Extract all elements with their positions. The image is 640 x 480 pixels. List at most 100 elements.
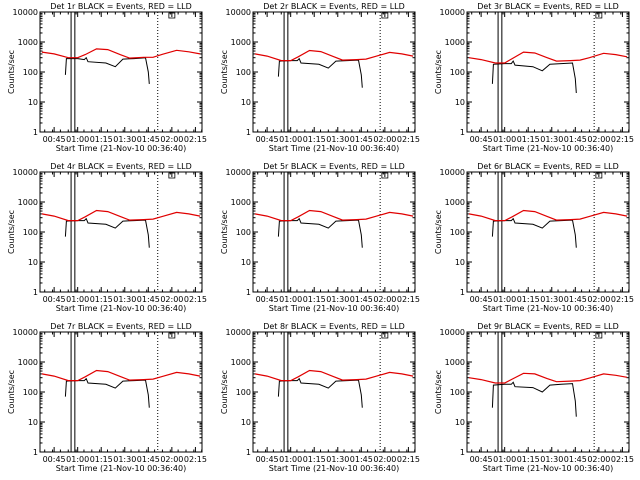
y-tick-label: 100 [236, 68, 251, 77]
x-tick-label: 01:15 [90, 295, 113, 304]
panel-det-8r: Det 8r BLACK = Events, RED = LLD Counts/s… [220, 322, 420, 473]
y-tick-label: 1 [33, 288, 38, 297]
x-tick-label: 02:00 [160, 135, 183, 144]
y-tick-label: 100 [450, 68, 465, 77]
y-tick-label: 1 [460, 288, 465, 297]
plot-frame [252, 171, 416, 293]
x-tick-label: 00:45 [256, 295, 279, 304]
y-tick-label: 100 [23, 388, 38, 397]
legend-box [168, 12, 176, 19]
x-tick-label: 01:30 [540, 295, 563, 304]
y-tick-label: 10000 [226, 168, 251, 177]
legend-box [168, 172, 176, 179]
x-tick-label: 01:45 [350, 455, 373, 464]
y-tick-label: 10 [455, 258, 465, 267]
x-axis-label: Start Time (21-Nov-10 00:36:40) [483, 304, 613, 313]
x-tick-label: 02:00 [373, 135, 396, 144]
x-tick-label: 02:15 [397, 455, 420, 464]
y-tick-label: 10 [455, 418, 465, 427]
y-tick-label: 1000 [231, 358, 251, 367]
x-tick-label: 01:15 [303, 455, 326, 464]
series-events [277, 377, 363, 408]
x-tick-label: 02:00 [160, 455, 183, 464]
x-tick-label: 01:00 [66, 135, 89, 144]
plot-frame [252, 331, 416, 453]
x-tick-label: 01:30 [326, 135, 349, 144]
y-tick-label: 1000 [18, 38, 38, 47]
plot-frame [39, 331, 203, 453]
x-tick-label: 01:00 [66, 295, 89, 304]
series-events [64, 377, 150, 408]
x-axis-label: Start Time (21-Nov-10 00:36:40) [269, 144, 399, 153]
panel-title: Det 1r BLACK = Events, RED = LLD [50, 2, 192, 11]
x-tick-label: 02:00 [373, 295, 396, 304]
x-tick-label: 01:30 [540, 455, 563, 464]
y-tick-label: 1 [246, 128, 251, 137]
x-tick-label: 01:30 [326, 295, 349, 304]
y-tick-label: 100 [236, 388, 251, 397]
x-tick-label: 02:15 [397, 295, 420, 304]
x-axis-label: Start Time (21-Nov-10 00:36:40) [56, 464, 186, 473]
x-tick-label: 00:45 [43, 455, 66, 464]
panel-det-5r: Det 5r BLACK = Events, RED = LLD Counts/s… [220, 162, 420, 313]
panel-title: Det 7r BLACK = Events, RED = LLD [50, 322, 192, 331]
x-tick-label: 00:45 [470, 455, 493, 464]
y-tick-label: 100 [450, 388, 465, 397]
legend-box [168, 332, 176, 339]
x-tick-label: 01:15 [90, 135, 113, 144]
y-tick-label: 10000 [226, 8, 251, 17]
panel-det-4r: Det 4r BLACK = Events, RED = LLD Counts/s… [7, 162, 207, 313]
y-tick-label: 100 [23, 68, 38, 77]
y-tick-label: 10000 [13, 8, 38, 17]
x-axis-label: Start Time (21-Nov-10 00:36:40) [56, 144, 186, 153]
series-lld [41, 48, 201, 59]
plot-frame [466, 11, 630, 133]
x-tick-label: 02:00 [587, 295, 610, 304]
x-tick-label: 00:45 [256, 135, 279, 144]
y-axis-label: Counts/sec [7, 210, 16, 254]
series-events [491, 381, 577, 417]
y-tick-label: 10 [241, 98, 251, 107]
y-tick-label: 10000 [440, 328, 465, 337]
y-tick-label: 1 [246, 448, 251, 457]
y-tick-label: 1000 [231, 198, 251, 207]
y-tick-label: 10000 [226, 328, 251, 337]
y-tick-label: 10000 [440, 8, 465, 17]
y-tick-label: 1 [460, 448, 465, 457]
y-tick-label: 10 [241, 258, 251, 267]
x-axis-label: Start Time (21-Nov-10 00:36:40) [269, 464, 399, 473]
x-tick-label: 01:00 [279, 135, 302, 144]
x-tick-label: 01:15 [517, 295, 540, 304]
legend-box [595, 12, 603, 19]
y-tick-label: 1000 [445, 198, 465, 207]
x-tick-label: 01:30 [540, 135, 563, 144]
x-tick-label: 02:15 [184, 295, 207, 304]
panel-det-6r: Det 6r BLACK = Events, RED = LLD Counts/s… [434, 162, 634, 313]
x-tick-label: 01:15 [90, 455, 113, 464]
y-tick-label: 10000 [440, 168, 465, 177]
x-tick-label: 01:45 [350, 135, 373, 144]
series-lld [468, 209, 628, 222]
x-tick-label: 01:15 [517, 455, 540, 464]
panel-title: Det 8r BLACK = Events, RED = LLD [263, 322, 405, 331]
x-tick-label: 02:15 [184, 135, 207, 144]
y-axis-label: Counts/sec [220, 370, 229, 414]
x-tick-label: 01:45 [564, 135, 587, 144]
panel-det-3r: Det 3r BLACK = Events, RED = LLD Counts/s… [434, 2, 634, 153]
x-tick-label: 01:45 [137, 455, 160, 464]
x-axis-label: Start Time (21-Nov-10 00:36:40) [483, 144, 613, 153]
legend-box [381, 12, 389, 19]
x-tick-label: 01:45 [564, 455, 587, 464]
series-lld [254, 369, 414, 382]
panel-det-7r: Det 7r BLACK = Events, RED = LLD Counts/s… [7, 322, 207, 473]
panel-title: Det 4r BLACK = Events, RED = LLD [50, 162, 192, 171]
y-tick-label: 1 [460, 128, 465, 137]
x-tick-label: 02:00 [160, 295, 183, 304]
y-axis-label: Counts/sec [220, 50, 229, 94]
y-tick-label: 1000 [445, 38, 465, 47]
y-tick-label: 1000 [18, 198, 38, 207]
legend-box [381, 172, 389, 179]
x-axis-label: Start Time (21-Nov-10 00:36:40) [269, 304, 399, 313]
series-lld [468, 372, 628, 384]
